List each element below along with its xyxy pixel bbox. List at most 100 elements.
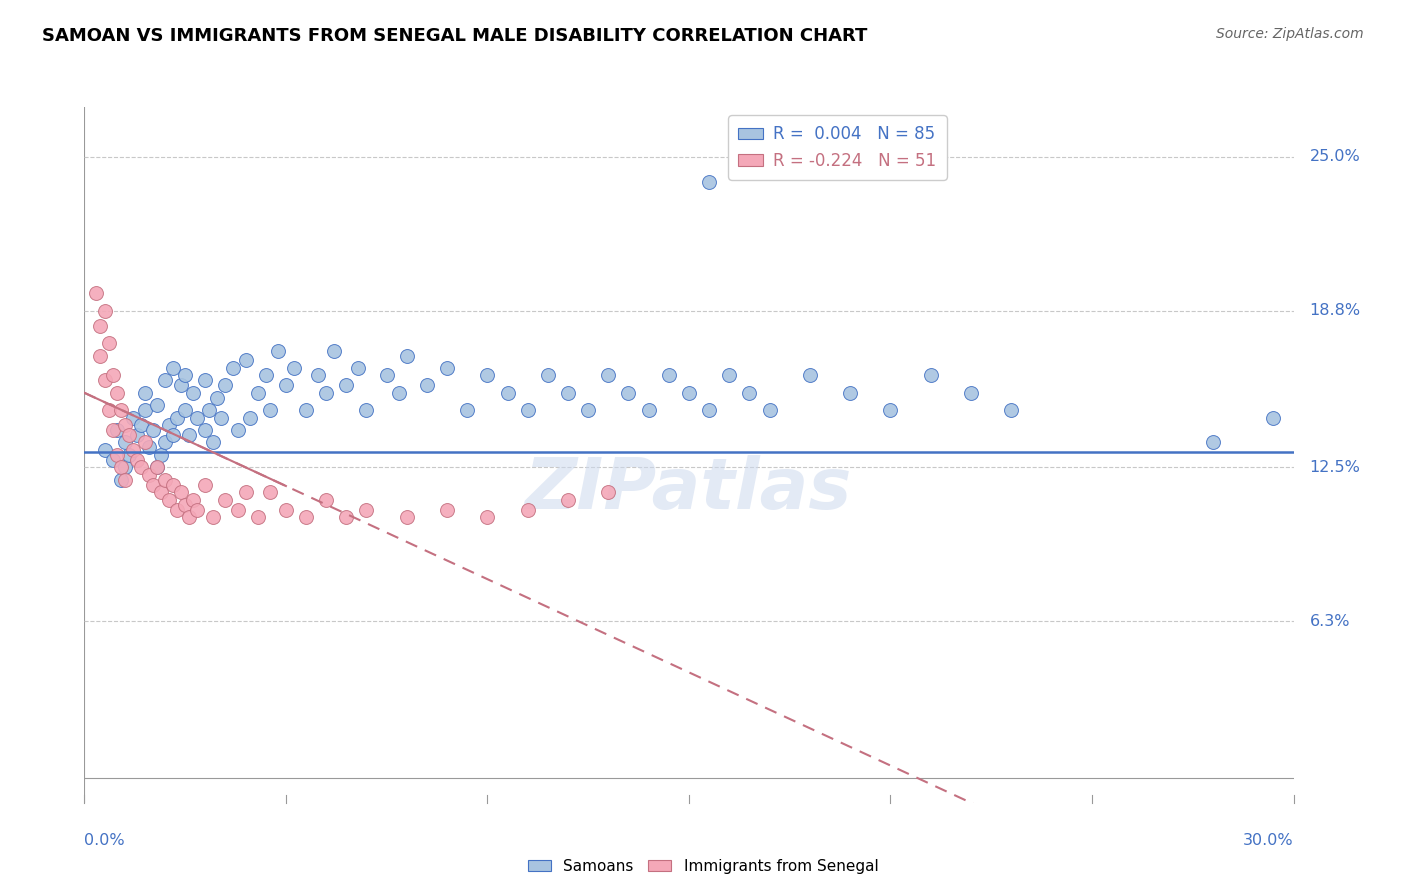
Point [114,473,136,487]
Point [174,498,197,512]
Point [356,403,378,417]
Point [658,368,681,383]
Point [162,361,184,376]
Point [307,368,329,383]
Point [207,391,229,405]
Point [259,403,281,417]
Point [166,410,188,425]
Point [114,435,136,450]
Point [335,378,357,392]
Point [375,368,398,383]
Point [181,492,204,507]
Point [323,343,346,358]
Point [129,418,152,433]
Point [105,423,128,437]
Text: Source: ZipAtlas.com: Source: ZipAtlas.com [1216,27,1364,41]
Point [576,403,599,417]
Point [202,510,225,524]
Point [170,378,193,392]
Point [153,373,176,387]
Point [356,502,378,516]
Point [93,442,115,457]
Point [1263,410,1285,425]
Point [347,361,370,376]
Point [436,361,458,376]
Point [86,286,108,301]
Point [214,492,236,507]
Point [162,477,184,491]
Point [170,485,193,500]
Point [537,368,560,383]
Point [202,435,225,450]
Point [1202,435,1225,450]
Point [142,477,165,491]
Point [235,485,257,500]
Point [315,385,337,400]
Point [149,485,172,500]
Point [235,353,257,368]
Point [388,385,411,400]
Point [516,403,538,417]
Point [186,410,208,425]
Point [209,410,232,425]
Point [637,403,659,417]
Text: SAMOAN VS IMMIGRANTS FROM SENEGAL MALE DISABILITY CORRELATION CHART: SAMOAN VS IMMIGRANTS FROM SENEGAL MALE D… [42,27,868,45]
Point [214,378,236,392]
Point [110,473,132,487]
Point [97,336,120,351]
Text: 18.8%: 18.8% [1309,303,1361,318]
Point [93,373,115,387]
Point [295,403,318,417]
Point [105,448,128,462]
Point [162,428,184,442]
Point [617,385,640,400]
Point [226,502,249,516]
Point [557,492,579,507]
Point [496,385,519,400]
Point [129,460,152,475]
Point [246,510,269,524]
Point [283,361,305,376]
Point [118,428,141,442]
Point [138,467,160,482]
Point [149,448,172,462]
Point [125,428,148,442]
Point [758,403,780,417]
Point [194,477,217,491]
Point [920,368,942,383]
Point [134,435,156,450]
Point [179,428,201,442]
Point [335,510,357,524]
Point [758,154,780,169]
Point [89,318,111,333]
Point [142,423,165,437]
Point [166,502,188,516]
Point [738,385,761,400]
Point [678,385,700,400]
Point [718,368,741,383]
Point [146,460,169,475]
Point [395,349,418,363]
Point [157,492,180,507]
Point [89,349,111,363]
Text: 30.0%: 30.0% [1243,832,1294,847]
Point [274,378,297,392]
Point [222,361,245,376]
Point [799,368,821,383]
Point [477,510,499,524]
Point [194,373,217,387]
Text: 12.5%: 12.5% [1309,460,1361,475]
Point [101,423,124,437]
Point [93,303,115,318]
Text: ZIPatlas: ZIPatlas [526,455,852,524]
Point [254,368,277,383]
Point [315,492,337,507]
Point [105,385,128,400]
Point [818,137,841,152]
Legend: R =  0.004   N = 85, R = -0.224   N = 51: R = 0.004 N = 85, R = -0.224 N = 51 [728,115,946,179]
Point [295,510,318,524]
Point [146,398,169,412]
Point [477,368,499,383]
Point [1000,403,1022,417]
Point [879,403,901,417]
